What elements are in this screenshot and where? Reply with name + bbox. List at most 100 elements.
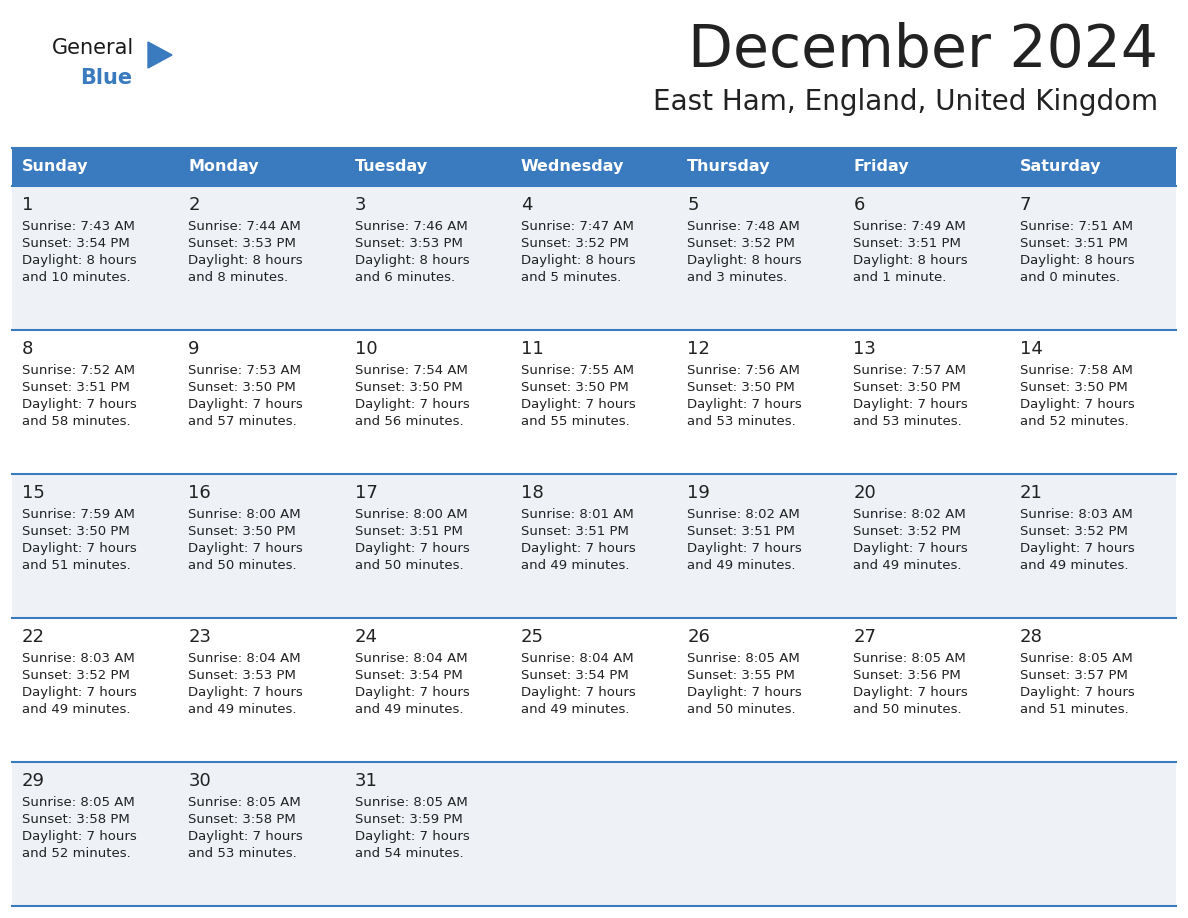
- Text: Daylight: 7 hours: Daylight: 7 hours: [354, 542, 469, 555]
- Text: Sunrise: 8:05 AM: Sunrise: 8:05 AM: [853, 652, 966, 665]
- Text: 10: 10: [354, 340, 378, 358]
- Text: Sunrise: 8:05 AM: Sunrise: 8:05 AM: [687, 652, 800, 665]
- Text: December 2024: December 2024: [688, 22, 1158, 79]
- Text: Sunset: 3:56 PM: Sunset: 3:56 PM: [853, 669, 961, 682]
- Text: Sunset: 3:51 PM: Sunset: 3:51 PM: [853, 237, 961, 250]
- Text: Sunrise: 7:51 AM: Sunrise: 7:51 AM: [1019, 220, 1132, 233]
- Text: and 50 minutes.: and 50 minutes.: [354, 559, 463, 572]
- Text: Sunset: 3:52 PM: Sunset: 3:52 PM: [520, 237, 628, 250]
- Text: and 53 minutes.: and 53 minutes.: [188, 847, 297, 860]
- Text: Sunset: 3:51 PM: Sunset: 3:51 PM: [687, 525, 795, 538]
- Text: Daylight: 7 hours: Daylight: 7 hours: [23, 830, 137, 843]
- Text: 1: 1: [23, 196, 33, 214]
- Text: and 54 minutes.: and 54 minutes.: [354, 847, 463, 860]
- Text: Sunrise: 8:03 AM: Sunrise: 8:03 AM: [1019, 508, 1132, 521]
- Text: 29: 29: [23, 772, 45, 790]
- Text: Sunset: 3:55 PM: Sunset: 3:55 PM: [687, 669, 795, 682]
- Text: Daylight: 7 hours: Daylight: 7 hours: [188, 542, 303, 555]
- Text: 6: 6: [853, 196, 865, 214]
- Text: and 0 minutes.: and 0 minutes.: [1019, 271, 1120, 284]
- Text: Daylight: 7 hours: Daylight: 7 hours: [23, 686, 137, 699]
- Text: Sunset: 3:51 PM: Sunset: 3:51 PM: [23, 381, 129, 394]
- Text: 5: 5: [687, 196, 699, 214]
- Text: Sunrise: 7:59 AM: Sunrise: 7:59 AM: [23, 508, 135, 521]
- Text: Sunset: 3:52 PM: Sunset: 3:52 PM: [23, 669, 129, 682]
- Text: and 55 minutes.: and 55 minutes.: [520, 415, 630, 428]
- Text: Sunrise: 8:00 AM: Sunrise: 8:00 AM: [188, 508, 301, 521]
- Text: Sunrise: 8:05 AM: Sunrise: 8:05 AM: [23, 796, 134, 809]
- Bar: [12, 330, 1176, 474]
- Text: Sunset: 3:51 PM: Sunset: 3:51 PM: [354, 525, 462, 538]
- Text: Daylight: 7 hours: Daylight: 7 hours: [853, 542, 968, 555]
- Text: Daylight: 7 hours: Daylight: 7 hours: [354, 398, 469, 411]
- Text: 11: 11: [520, 340, 544, 358]
- Text: Sunset: 3:54 PM: Sunset: 3:54 PM: [23, 237, 129, 250]
- Text: Sunrise: 7:49 AM: Sunrise: 7:49 AM: [853, 220, 966, 233]
- Text: Sunrise: 7:43 AM: Sunrise: 7:43 AM: [23, 220, 135, 233]
- Text: Sunset: 3:57 PM: Sunset: 3:57 PM: [1019, 669, 1127, 682]
- Text: Sunset: 3:52 PM: Sunset: 3:52 PM: [853, 525, 961, 538]
- Text: and 50 minutes.: and 50 minutes.: [687, 703, 796, 716]
- Bar: [12, 618, 1176, 762]
- Text: and 1 minute.: and 1 minute.: [853, 271, 947, 284]
- Text: Sunrise: 8:04 AM: Sunrise: 8:04 AM: [188, 652, 301, 665]
- Text: and 49 minutes.: and 49 minutes.: [520, 559, 630, 572]
- Text: Sunset: 3:53 PM: Sunset: 3:53 PM: [188, 237, 296, 250]
- Text: Daylight: 8 hours: Daylight: 8 hours: [188, 254, 303, 267]
- Bar: [12, 762, 1176, 906]
- Text: 26: 26: [687, 628, 710, 646]
- Text: Daylight: 7 hours: Daylight: 7 hours: [188, 830, 303, 843]
- Text: 17: 17: [354, 484, 378, 502]
- Text: Sunset: 3:50 PM: Sunset: 3:50 PM: [23, 525, 129, 538]
- Text: and 49 minutes.: and 49 minutes.: [1019, 559, 1129, 572]
- Text: Sunrise: 7:46 AM: Sunrise: 7:46 AM: [354, 220, 467, 233]
- Text: Sunset: 3:50 PM: Sunset: 3:50 PM: [188, 525, 296, 538]
- Text: 25: 25: [520, 628, 544, 646]
- Text: Sunrise: 8:02 AM: Sunrise: 8:02 AM: [853, 508, 966, 521]
- Text: Daylight: 7 hours: Daylight: 7 hours: [520, 686, 636, 699]
- Text: Saturday: Saturday: [1019, 160, 1101, 174]
- Text: and 51 minutes.: and 51 minutes.: [1019, 703, 1129, 716]
- Text: Sunset: 3:53 PM: Sunset: 3:53 PM: [354, 237, 462, 250]
- Text: Sunrise: 8:05 AM: Sunrise: 8:05 AM: [354, 796, 467, 809]
- Text: 7: 7: [1019, 196, 1031, 214]
- Text: Daylight: 7 hours: Daylight: 7 hours: [1019, 398, 1135, 411]
- Text: Sunrise: 7:54 AM: Sunrise: 7:54 AM: [354, 364, 467, 377]
- Text: Friday: Friday: [853, 160, 909, 174]
- Text: Daylight: 7 hours: Daylight: 7 hours: [687, 686, 802, 699]
- Text: 4: 4: [520, 196, 532, 214]
- Text: 3: 3: [354, 196, 366, 214]
- Text: Sunrise: 8:05 AM: Sunrise: 8:05 AM: [1019, 652, 1132, 665]
- Text: Sunrise: 7:56 AM: Sunrise: 7:56 AM: [687, 364, 800, 377]
- Text: Sunrise: 7:47 AM: Sunrise: 7:47 AM: [520, 220, 633, 233]
- Text: Sunrise: 7:57 AM: Sunrise: 7:57 AM: [853, 364, 966, 377]
- Text: Daylight: 7 hours: Daylight: 7 hours: [687, 398, 802, 411]
- Text: Sunset: 3:50 PM: Sunset: 3:50 PM: [354, 381, 462, 394]
- Text: and 53 minutes.: and 53 minutes.: [853, 415, 962, 428]
- Text: East Ham, England, United Kingdom: East Ham, England, United Kingdom: [653, 88, 1158, 116]
- Text: Sunset: 3:58 PM: Sunset: 3:58 PM: [188, 813, 296, 826]
- Text: 21: 21: [1019, 484, 1043, 502]
- Text: Sunrise: 8:04 AM: Sunrise: 8:04 AM: [354, 652, 467, 665]
- Text: Daylight: 8 hours: Daylight: 8 hours: [354, 254, 469, 267]
- Text: and 58 minutes.: and 58 minutes.: [23, 415, 131, 428]
- Text: Daylight: 7 hours: Daylight: 7 hours: [23, 398, 137, 411]
- Text: 22: 22: [23, 628, 45, 646]
- Text: Daylight: 7 hours: Daylight: 7 hours: [1019, 686, 1135, 699]
- Text: Daylight: 8 hours: Daylight: 8 hours: [520, 254, 636, 267]
- Text: Sunset: 3:52 PM: Sunset: 3:52 PM: [687, 237, 795, 250]
- Text: Sunday: Sunday: [23, 160, 88, 174]
- Text: 18: 18: [520, 484, 544, 502]
- Bar: [12, 474, 1176, 618]
- Text: 13: 13: [853, 340, 877, 358]
- Text: 2: 2: [188, 196, 200, 214]
- Text: 30: 30: [188, 772, 211, 790]
- Text: Daylight: 8 hours: Daylight: 8 hours: [1019, 254, 1135, 267]
- Text: 14: 14: [1019, 340, 1043, 358]
- Text: and 50 minutes.: and 50 minutes.: [853, 703, 962, 716]
- Text: and 57 minutes.: and 57 minutes.: [188, 415, 297, 428]
- Bar: [12, 148, 1176, 186]
- Text: and 50 minutes.: and 50 minutes.: [188, 559, 297, 572]
- Text: Daylight: 7 hours: Daylight: 7 hours: [520, 542, 636, 555]
- Text: Sunset: 3:50 PM: Sunset: 3:50 PM: [1019, 381, 1127, 394]
